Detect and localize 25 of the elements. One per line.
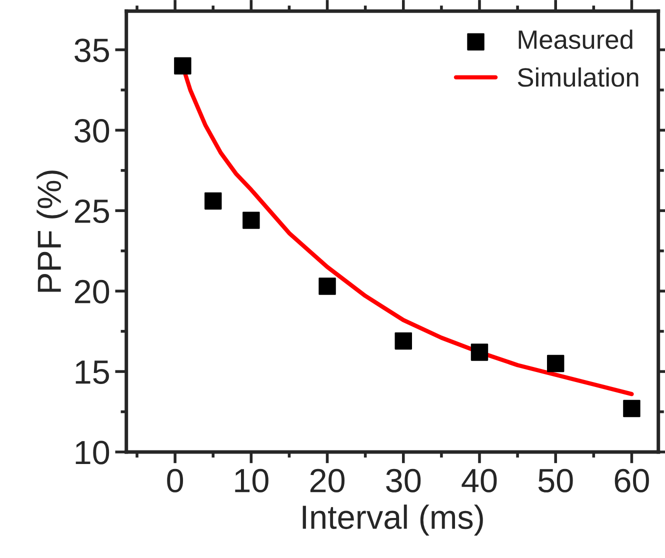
point bbox=[546, 354, 564, 372]
y-axis-title: PPF (%) bbox=[36, 170, 68, 292]
x-tick-label: 10 bbox=[235, 468, 268, 492]
point bbox=[318, 278, 336, 295]
x-tick-label: 0 bbox=[167, 468, 184, 492]
x-tick-label: 40 bbox=[462, 468, 497, 492]
point bbox=[394, 332, 412, 350]
x-tick-label: 50 bbox=[538, 468, 573, 492]
legend-label: Simulation bbox=[518, 67, 638, 87]
y-tick-label: 20 bbox=[74, 280, 110, 304]
y-tick-label: 10 bbox=[76, 440, 110, 464]
x-tick-label: 60 bbox=[614, 468, 649, 492]
point bbox=[204, 192, 222, 210]
x-axis-title: Interval (ms) bbox=[302, 504, 483, 536]
y-tick-label: 35 bbox=[74, 38, 109, 62]
point bbox=[242, 212, 260, 229]
y-tick-label: 15 bbox=[76, 360, 109, 384]
y-tick-label: 25 bbox=[74, 199, 109, 224]
x-tick-label: 20 bbox=[310, 468, 345, 492]
point bbox=[174, 57, 192, 74]
point bbox=[470, 344, 488, 361]
y-tick-label: 30 bbox=[74, 119, 110, 143]
x-tick-label: 30 bbox=[386, 468, 421, 492]
point bbox=[623, 400, 640, 418]
legend-label: Measured bbox=[518, 30, 632, 50]
